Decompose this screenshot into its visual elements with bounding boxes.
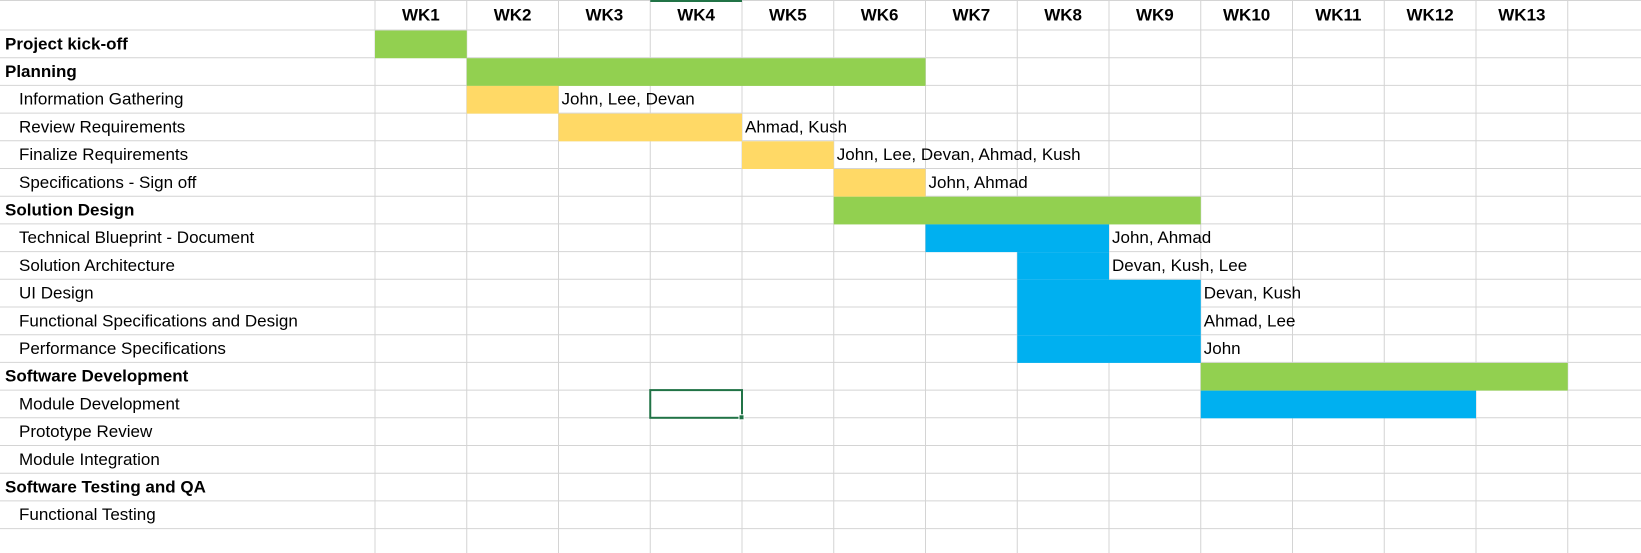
task-label: Functional Testing xyxy=(19,505,156,524)
task-label: Functional Specifications and Design xyxy=(19,311,298,330)
assignees: Ahmad, Lee xyxy=(1204,311,1296,330)
column-header: WK12 xyxy=(1407,5,1454,24)
phase-label: Software Testing and QA xyxy=(5,478,206,497)
task-label: Prototype Review xyxy=(19,422,153,441)
gantt-bar xyxy=(375,30,467,59)
gantt-bar xyxy=(1017,279,1201,308)
gantt-bar xyxy=(833,169,926,197)
gantt-bar xyxy=(1200,362,1568,391)
selection xyxy=(649,0,745,421)
gantt-bar xyxy=(1017,252,1109,280)
assignees: John xyxy=(1204,339,1241,358)
phase-label: Planning xyxy=(5,62,77,81)
column-header: WK5 xyxy=(769,5,807,24)
column-header: WK11 xyxy=(1315,5,1361,24)
task-label: Module Development xyxy=(19,394,180,413)
fill-handle xyxy=(738,414,745,421)
gantt-bar xyxy=(925,224,1109,253)
gantt-bar xyxy=(558,113,742,142)
gantt-bar xyxy=(833,196,1201,225)
assignees: John, Lee, Devan, Ahmad, Kush xyxy=(837,145,1081,164)
assignees: Devan, Kush xyxy=(1204,284,1301,303)
assignees: John, Lee, Devan xyxy=(562,90,695,109)
task-label: Review Requirements xyxy=(19,117,185,136)
phase-label: Project kick-off xyxy=(5,34,128,53)
phase-label: Software Development xyxy=(5,367,189,386)
gantt-bar xyxy=(1200,390,1476,419)
column-header: WK9 xyxy=(1136,5,1174,24)
task-label: Information Gathering xyxy=(19,90,183,109)
bars xyxy=(375,30,1568,419)
task-label: Finalize Requirements xyxy=(19,145,188,164)
column-header: WK10 xyxy=(1223,5,1270,24)
column-header: WK6 xyxy=(861,5,899,24)
gantt-bar xyxy=(466,85,559,114)
assignees: Ahmad, Kush xyxy=(745,117,847,136)
gantt-bar xyxy=(466,58,926,86)
gantt-bar xyxy=(1017,335,1201,363)
cells: WK1 WK2 WK3 WK4 WK5 WK6 WK7 WK8 WK9 WK10 WK11 WK12 W… xyxy=(5,5,1545,524)
assignees: John, Ahmad xyxy=(1112,228,1211,247)
task-label: Solution Architecture xyxy=(19,256,175,275)
assignees: Devan, Kush, Lee xyxy=(1112,256,1247,275)
column-header: WK1 xyxy=(402,5,440,24)
task-label: UI Design xyxy=(19,284,94,303)
gantt-bar xyxy=(1017,307,1201,336)
task-label: Specifications - Sign off xyxy=(19,173,197,192)
active-cell xyxy=(649,389,743,419)
column-header: WK7 xyxy=(952,5,990,24)
task-label: Technical Blueprint - Document xyxy=(19,228,255,247)
column-header: WK13 xyxy=(1498,5,1545,24)
task-label: Performance Specifications xyxy=(19,339,226,358)
column-header: WK2 xyxy=(494,5,532,24)
gantt-bar xyxy=(742,141,834,169)
column-header: WK4 xyxy=(677,5,715,24)
assignees: John, Ahmad xyxy=(929,173,1028,192)
column-header: WK3 xyxy=(585,5,623,24)
column-header: WK8 xyxy=(1044,5,1082,24)
phase-label: Solution Design xyxy=(5,201,134,220)
task-label: Module Integration xyxy=(19,450,160,469)
